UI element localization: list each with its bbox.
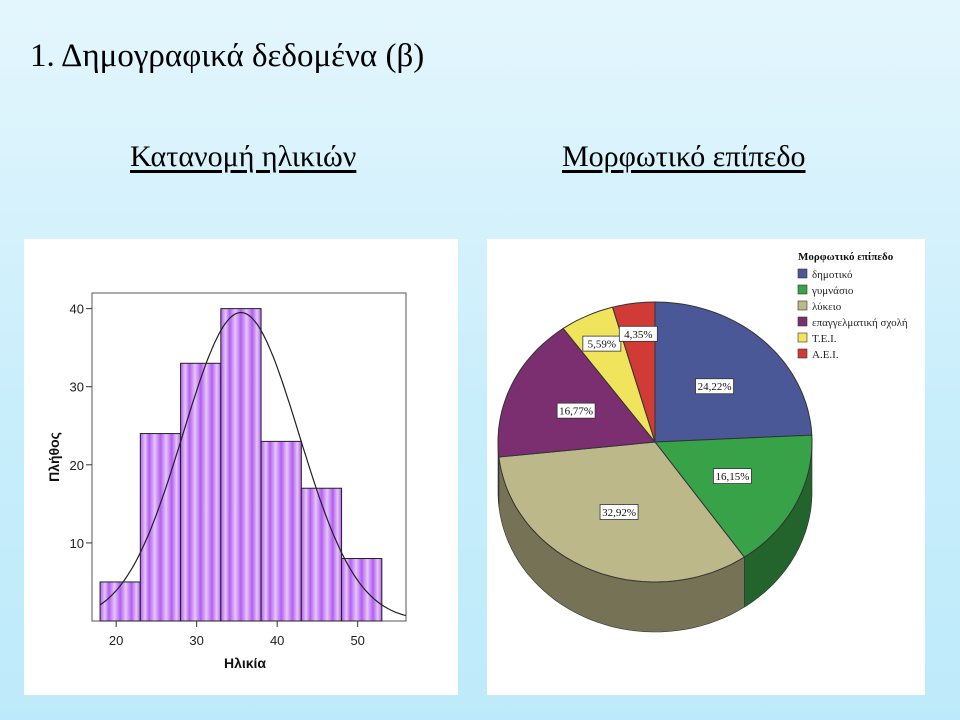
- pie-value-label: 16,15%: [715, 471, 749, 483]
- histogram-x-axis-label: Ηλικία: [224, 655, 266, 671]
- pie-value-label: 16,77%: [559, 406, 593, 418]
- histogram-bar: [341, 558, 383, 622]
- legend-label: Α.Ε.Ι.: [812, 349, 839, 361]
- legend-swatch: [797, 348, 808, 359]
- y-tick-label: 40: [70, 302, 84, 317]
- x-tick-label: 40: [270, 633, 284, 648]
- pie-value-label: 4,35%: [624, 329, 652, 341]
- legend-label: Τ.Ε.Ι.: [812, 333, 837, 345]
- pie-legend-title: Μορφωτικό επίπεδο: [798, 251, 894, 263]
- pie-value-label-box: [618, 325, 658, 342]
- legend-label: επαγγελματική σχολή: [812, 317, 908, 329]
- pie-legend: Μορφωτικό επίπεδο δημοτικό γυμνάσιο λύκειο ε…: [797, 251, 908, 361]
- age-histogram-panel: 10 20 30 40 20 30 40 50 Ηλικία Πλήθος: [24, 239, 458, 695]
- education-pie-chart: 24,22% 16,15% 32,92% 16,77% 5,59% 4,35% Μορφω…: [497, 251, 908, 633]
- education-pie-panel: 24,22% 16,15% 32,92% 16,77% 5,59% 4,35% Μορφω…: [487, 239, 925, 695]
- pie-value-label-box: [582, 335, 622, 352]
- pie-value-label: 5,59%: [588, 339, 616, 351]
- histogram-bar: [300, 487, 343, 622]
- legend-swatch: [797, 332, 808, 343]
- legend-label: λύκειο: [812, 301, 842, 313]
- pie-value-label-box: [556, 402, 596, 419]
- pie-value-label: 32,92%: [602, 507, 636, 519]
- legend-swatch: [797, 284, 808, 295]
- histogram-bar: [99, 581, 141, 622]
- legend-swatch: [797, 316, 808, 327]
- histogram-bar: [180, 362, 222, 622]
- x-tick-label: 50: [350, 633, 364, 648]
- pie-value-label: 24,22%: [698, 381, 732, 393]
- y-tick-label: 20: [70, 458, 84, 473]
- legend-swatch: [797, 268, 808, 279]
- education-level-heading: Μορφωτικό επίπεδο: [562, 140, 806, 173]
- pie-slice: [654, 301, 813, 443]
- legend-label: δημοτικό: [812, 269, 853, 281]
- pie-value-label-box: [695, 378, 734, 395]
- histogram-bar: [220, 308, 262, 622]
- x-tick-label: 20: [109, 633, 123, 648]
- pie-slice: [497, 327, 656, 458]
- y-tick-label: 10: [70, 536, 84, 551]
- legend-swatch: [797, 300, 808, 311]
- pie-slice: [654, 434, 813, 558]
- legend-label: γυμνάσιο: [811, 285, 854, 297]
- pie-value-label-box: [599, 504, 639, 520]
- histogram-y-axis-label: Πλήθος: [46, 432, 62, 482]
- pie-value-label-box: [713, 468, 752, 484]
- x-tick-label: 30: [189, 633, 203, 648]
- age-distribution-heading: Κατανομή ηλικιών: [130, 140, 357, 173]
- normal-curve-line: [99, 311, 407, 617]
- age-histogram-chart: 10 20 30 40 20 30 40 50 Ηλικία Πλήθος: [46, 292, 407, 671]
- y-tick-label: 30: [70, 380, 84, 395]
- slide-title: 1. Δημογραφικά δεδομένα (β): [30, 38, 425, 74]
- histogram-bar: [260, 440, 302, 622]
